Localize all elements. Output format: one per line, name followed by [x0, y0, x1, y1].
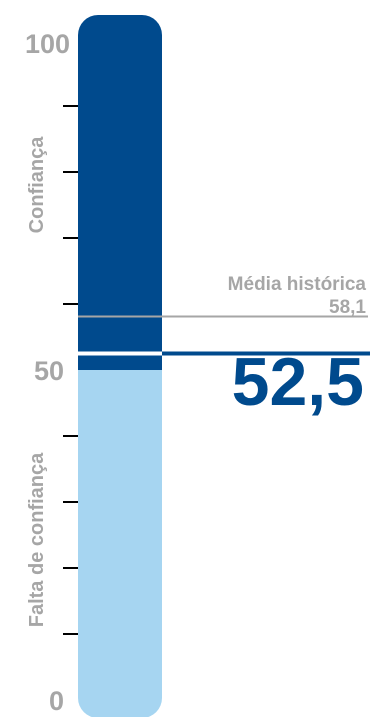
historical-average-label: Média histórica: [228, 274, 367, 295]
bar-current-segment: [78, 353, 162, 370]
bar-lower-segment: [78, 370, 162, 717]
upper-zone-label: Confiança: [26, 136, 48, 234]
y-tick-label-0: 0: [49, 686, 64, 716]
lower-zone-label: Falta de confiança: [26, 452, 48, 627]
historical-average-value: 58,1: [329, 297, 366, 318]
y-tick-label-100: 100: [25, 29, 70, 59]
bar-upper-segment: [78, 15, 162, 354]
current-value-label: 52,5: [232, 344, 364, 420]
y-tick-label-50: 50: [34, 356, 64, 386]
y-axis-ticks: [63, 105, 78, 635]
bar-current-marker-gap: [78, 351, 162, 356]
thermometer-bar: [78, 15, 162, 717]
